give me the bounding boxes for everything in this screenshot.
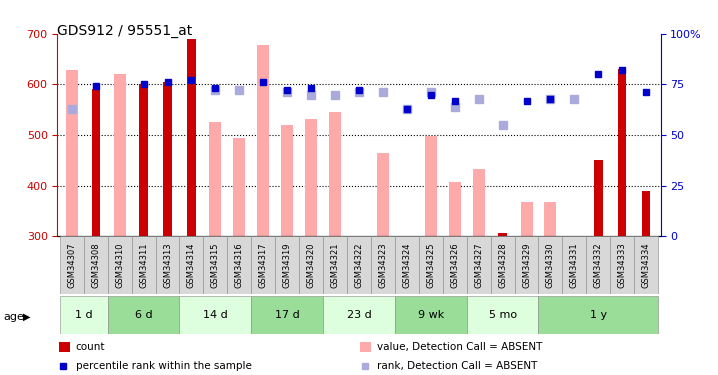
Bar: [498, 233, 507, 236]
Bar: [587, 236, 610, 294]
Text: GSM34325: GSM34325: [426, 243, 435, 288]
Bar: [251, 296, 323, 334]
Text: GSM34333: GSM34333: [617, 243, 627, 288]
Bar: [187, 39, 195, 236]
Bar: [275, 236, 299, 294]
Text: GSM34331: GSM34331: [570, 243, 579, 288]
Bar: [91, 90, 100, 236]
Bar: [490, 236, 515, 294]
Bar: [544, 202, 556, 236]
Text: GSM34320: GSM34320: [307, 243, 316, 288]
Bar: [425, 136, 437, 236]
Bar: [305, 119, 317, 236]
Bar: [538, 236, 562, 294]
Bar: [108, 236, 131, 294]
Bar: [472, 170, 485, 236]
Text: GSM34326: GSM34326: [450, 243, 460, 288]
Text: percentile rank within the sample: percentile rank within the sample: [75, 361, 251, 370]
Bar: [299, 236, 323, 294]
Text: GSM34317: GSM34317: [258, 243, 268, 288]
Text: GSM34334: GSM34334: [642, 243, 651, 288]
Bar: [210, 122, 221, 236]
Text: GSM34323: GSM34323: [378, 243, 388, 288]
Bar: [60, 296, 108, 334]
Text: GSM34313: GSM34313: [163, 243, 172, 288]
Text: GSM34314: GSM34314: [187, 243, 196, 288]
Bar: [395, 296, 467, 334]
Bar: [329, 112, 341, 236]
Text: count: count: [75, 342, 105, 352]
Text: GSM34321: GSM34321: [330, 243, 340, 288]
Text: GSM34324: GSM34324: [402, 243, 411, 288]
Bar: [203, 236, 228, 294]
Text: GSM34316: GSM34316: [235, 243, 244, 288]
Text: GSM34307: GSM34307: [67, 243, 76, 288]
Bar: [257, 45, 269, 236]
Bar: [618, 69, 626, 236]
Bar: [139, 84, 148, 236]
Bar: [347, 236, 371, 294]
Bar: [371, 236, 395, 294]
Bar: [323, 296, 395, 334]
Bar: [281, 125, 293, 236]
Bar: [233, 138, 246, 236]
Text: 9 wk: 9 wk: [418, 310, 444, 320]
Text: rank, Detection Call = ABSENT: rank, Detection Call = ABSENT: [377, 361, 538, 370]
Text: 1 d: 1 d: [75, 310, 93, 320]
Text: GSM34319: GSM34319: [283, 243, 292, 288]
Bar: [467, 236, 490, 294]
Bar: [251, 236, 275, 294]
Bar: [59, 342, 70, 352]
Text: GSM34332: GSM34332: [594, 243, 603, 288]
Bar: [180, 296, 251, 334]
Text: GDS912 / 95551_at: GDS912 / 95551_at: [57, 24, 192, 38]
Bar: [131, 236, 156, 294]
Text: GSM34330: GSM34330: [546, 243, 555, 288]
Bar: [515, 236, 538, 294]
Bar: [562, 236, 587, 294]
Bar: [443, 236, 467, 294]
Text: 6 d: 6 d: [135, 310, 152, 320]
Bar: [449, 182, 461, 236]
Bar: [228, 236, 251, 294]
Text: GSM34310: GSM34310: [115, 243, 124, 288]
Text: 1 y: 1 y: [589, 310, 607, 320]
Text: ▶: ▶: [23, 312, 30, 322]
Bar: [419, 236, 443, 294]
Text: age: age: [4, 312, 24, 322]
Text: 23 d: 23 d: [347, 310, 371, 320]
Bar: [538, 296, 658, 334]
Bar: [395, 236, 419, 294]
Bar: [610, 236, 634, 294]
Bar: [323, 236, 347, 294]
Bar: [66, 70, 78, 236]
Bar: [634, 236, 658, 294]
Bar: [84, 236, 108, 294]
Text: 5 mo: 5 mo: [488, 310, 517, 320]
Bar: [467, 296, 538, 334]
Bar: [180, 236, 203, 294]
Text: GSM34329: GSM34329: [522, 243, 531, 288]
Text: GSM34315: GSM34315: [211, 243, 220, 288]
Bar: [163, 82, 172, 236]
Text: 14 d: 14 d: [203, 310, 228, 320]
Text: value, Detection Call = ABSENT: value, Detection Call = ABSENT: [377, 342, 543, 352]
Bar: [156, 236, 180, 294]
Bar: [360, 342, 371, 352]
Bar: [521, 202, 533, 236]
Bar: [594, 160, 602, 236]
Text: GSM34328: GSM34328: [498, 243, 507, 288]
Text: GSM34308: GSM34308: [91, 243, 101, 288]
Text: GSM34322: GSM34322: [355, 243, 363, 288]
Bar: [377, 153, 389, 236]
Text: GSM34311: GSM34311: [139, 243, 148, 288]
Text: GSM34327: GSM34327: [474, 243, 483, 288]
Bar: [113, 74, 126, 236]
Bar: [60, 236, 84, 294]
Text: 17 d: 17 d: [275, 310, 299, 320]
Bar: [108, 296, 180, 334]
Bar: [642, 190, 651, 236]
